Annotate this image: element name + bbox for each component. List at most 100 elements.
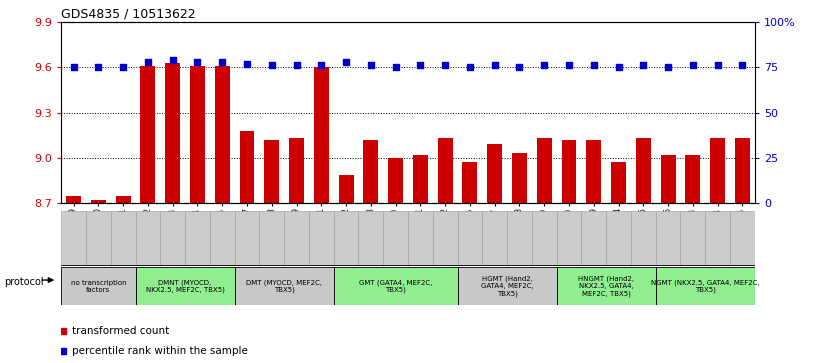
Bar: [314, 67, 329, 203]
Point: [588, 62, 601, 68]
Point: [117, 64, 130, 70]
Bar: [656, 211, 681, 265]
Bar: [561, 140, 576, 203]
Bar: [681, 211, 705, 265]
Bar: [532, 211, 557, 265]
Bar: [86, 211, 111, 265]
Bar: [135, 267, 235, 305]
Bar: [91, 200, 106, 203]
Bar: [259, 211, 284, 265]
Bar: [61, 267, 135, 305]
Bar: [240, 131, 255, 203]
Text: no transcription
factors: no transcription factors: [70, 280, 126, 293]
Point: [562, 62, 575, 68]
Text: protocol: protocol: [4, 277, 44, 287]
Point: [488, 62, 501, 68]
Bar: [463, 162, 477, 203]
Point: [439, 62, 452, 68]
Bar: [210, 211, 235, 265]
Point: [612, 64, 625, 70]
Bar: [582, 211, 606, 265]
Bar: [710, 138, 725, 203]
Point: [686, 62, 699, 68]
Bar: [135, 211, 160, 265]
Bar: [735, 138, 750, 203]
Bar: [705, 211, 730, 265]
Bar: [363, 140, 379, 203]
Bar: [458, 211, 482, 265]
Bar: [116, 196, 131, 203]
Bar: [730, 211, 755, 265]
Bar: [61, 211, 86, 265]
Bar: [507, 211, 532, 265]
Text: HNGMT (Hand2,
NKX2.5, GATA4,
MEF2C, TBX5): HNGMT (Hand2, NKX2.5, GATA4, MEF2C, TBX5…: [578, 276, 634, 297]
Point: [141, 59, 154, 65]
Text: HGMT (Hand2,
GATA4, MEF2C,
TBX5): HGMT (Hand2, GATA4, MEF2C, TBX5): [481, 276, 534, 297]
Point: [290, 62, 303, 68]
Text: GDS4835 / 10513622: GDS4835 / 10513622: [61, 8, 196, 21]
Bar: [309, 211, 334, 265]
Point: [315, 62, 328, 68]
Bar: [482, 211, 507, 265]
Bar: [656, 267, 755, 305]
Bar: [384, 211, 408, 265]
Bar: [111, 211, 135, 265]
Bar: [611, 162, 626, 203]
Bar: [334, 211, 358, 265]
Bar: [458, 267, 557, 305]
Bar: [235, 211, 259, 265]
Point: [166, 57, 180, 63]
Bar: [537, 138, 552, 203]
Bar: [284, 211, 309, 265]
Bar: [339, 175, 353, 203]
Bar: [160, 211, 185, 265]
Bar: [190, 66, 205, 203]
Point: [215, 59, 228, 65]
Text: GMT (GATA4, MEF2C,
TBX5): GMT (GATA4, MEF2C, TBX5): [359, 279, 432, 293]
Bar: [413, 155, 428, 203]
Bar: [631, 211, 656, 265]
Text: DMNT (MYOCD,
NKX2.5, MEF2C, TBX5): DMNT (MYOCD, NKX2.5, MEF2C, TBX5): [145, 279, 224, 293]
Bar: [289, 138, 304, 203]
Text: DMT (MYOCD, MEF2C,
TBX5): DMT (MYOCD, MEF2C, TBX5): [246, 279, 322, 293]
Text: transformed count: transformed count: [72, 326, 169, 336]
Point: [736, 62, 749, 68]
Bar: [661, 155, 676, 203]
Point: [513, 64, 526, 70]
Text: percentile rank within the sample: percentile rank within the sample: [72, 346, 247, 356]
Point: [265, 62, 278, 68]
Bar: [587, 140, 601, 203]
Bar: [487, 144, 502, 203]
Point: [191, 59, 204, 65]
Point: [339, 59, 353, 65]
Bar: [557, 211, 581, 265]
Point: [463, 64, 477, 70]
Bar: [185, 211, 210, 265]
Point: [636, 62, 650, 68]
Bar: [264, 140, 279, 203]
Bar: [432, 211, 458, 265]
Bar: [165, 62, 180, 203]
Point: [662, 64, 675, 70]
Point: [241, 61, 254, 66]
Bar: [437, 138, 453, 203]
Bar: [215, 66, 229, 203]
Bar: [66, 196, 81, 203]
Bar: [334, 267, 458, 305]
Point: [92, 64, 105, 70]
Bar: [388, 158, 403, 203]
Bar: [685, 155, 700, 203]
Point: [414, 62, 427, 68]
Bar: [140, 66, 155, 203]
Text: NGMT (NKX2.5, GATA4, MEF2C,
TBX5): NGMT (NKX2.5, GATA4, MEF2C, TBX5): [651, 279, 760, 293]
Bar: [557, 267, 656, 305]
Point: [364, 62, 377, 68]
Point: [389, 64, 402, 70]
Point: [538, 62, 551, 68]
Bar: [512, 153, 527, 203]
Point: [711, 62, 724, 68]
Bar: [235, 267, 334, 305]
Bar: [636, 138, 650, 203]
Bar: [358, 211, 384, 265]
Bar: [606, 211, 631, 265]
